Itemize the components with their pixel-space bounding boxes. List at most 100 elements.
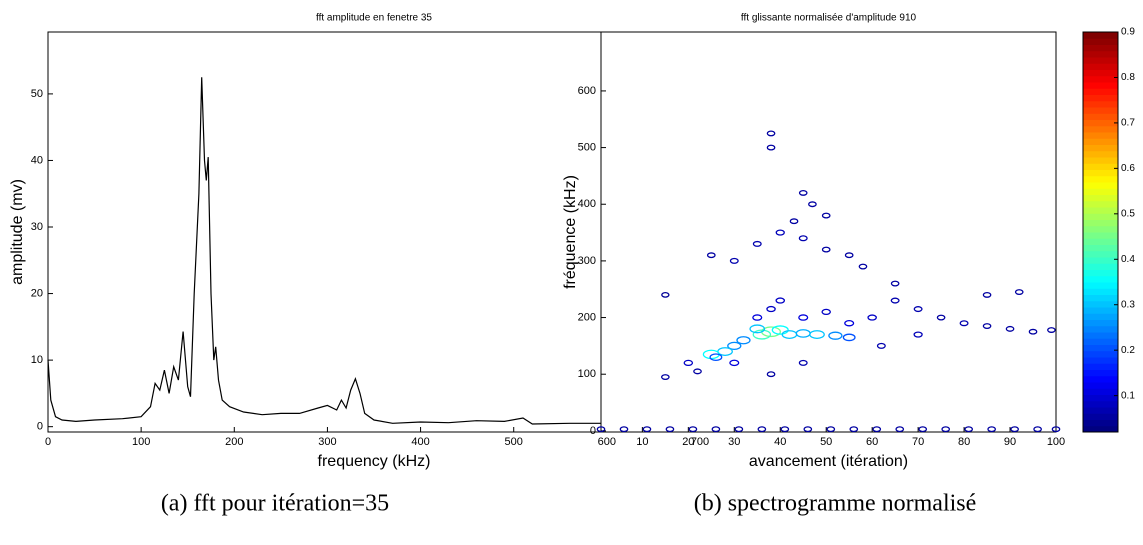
contour-blob (1010, 426, 1019, 433)
contour-blob (798, 235, 808, 242)
x-tick-label: 600 (598, 436, 616, 448)
contour-blob (775, 229, 785, 236)
x-tick-label: 30 (728, 436, 740, 448)
colorbar-step (1083, 94, 1118, 102)
contour-blob (821, 246, 831, 253)
colorbar-step (1083, 288, 1118, 295)
colorbar-step (1083, 313, 1118, 320)
contour-blob (766, 371, 776, 378)
contour-blob (913, 331, 923, 338)
colorbar-step (1083, 88, 1118, 95)
contour-blob (1028, 328, 1038, 335)
contour-blob (849, 426, 859, 433)
colorbar-step (1083, 257, 1118, 264)
colorbar-frame (1082, 31, 1119, 433)
contour-blob (821, 212, 831, 219)
colorbar-step (1083, 69, 1118, 77)
colorbar-step (1083, 282, 1118, 289)
contour-blob (1005, 325, 1015, 332)
contour-blob (982, 323, 992, 330)
contour-blob (661, 291, 670, 298)
y-tick-label: 200 (578, 311, 596, 323)
colorbar-tick-label: 0.2 (1121, 345, 1135, 356)
contour-blob (913, 306, 923, 313)
contour-blob (729, 257, 739, 264)
colorbar-step (1083, 344, 1118, 352)
colorbar-step (1083, 138, 1118, 145)
contour-blob (964, 426, 974, 433)
colorbar-step (1083, 225, 1118, 233)
plot-area (600, 31, 1057, 433)
colorbar-tick-label: 0.6 (1121, 163, 1135, 174)
x-tick-label: 100 (1047, 436, 1065, 448)
y-tick-label: 500 (578, 141, 596, 153)
x-tick-label: 200 (225, 436, 243, 448)
y-tick-label: 50 (31, 88, 43, 100)
contour-blob (749, 324, 766, 334)
colorbar-step (1083, 419, 1118, 427)
y-tick-label: 40 (31, 154, 43, 166)
colorbar-step (1083, 319, 1118, 327)
colorbar-step (1083, 375, 1118, 383)
colorbar-step (1083, 100, 1118, 108)
colorbar-step (1083, 144, 1118, 152)
colorbar-step (1083, 132, 1118, 139)
colorbar-step (1083, 238, 1118, 245)
colorbar-step (1083, 307, 1118, 314)
colorbar-step (1083, 175, 1118, 183)
colorbar-step (1083, 244, 1118, 252)
colorbar-step (1083, 250, 1118, 258)
contour-blob (821, 308, 831, 316)
y-tick-label: 600 (578, 85, 596, 97)
contour-blob (683, 359, 694, 367)
contour-blob (798, 189, 808, 196)
x-tick-label: 300 (318, 436, 336, 448)
x-tick-label: 40 (774, 436, 786, 448)
contour-blob (789, 218, 799, 225)
contour-blob (858, 263, 868, 270)
chart-title: fft amplitude en fenetre 35 (316, 13, 432, 24)
x-tick-label: 90 (1004, 436, 1016, 448)
contour-blob (987, 426, 997, 433)
contour-blob (693, 368, 702, 375)
contour-blob (596, 426, 606, 433)
contour-blob (828, 331, 843, 340)
colorbar-step (1083, 200, 1118, 208)
contour-blob (771, 325, 789, 335)
contour-blob (709, 353, 723, 362)
x-tick-label: 0 (45, 436, 51, 448)
colorbar-step (1083, 413, 1118, 420)
contour-blob (757, 426, 767, 433)
colorbar-step (1083, 350, 1118, 358)
contour-blob (711, 426, 721, 433)
y-tick-label: 0 (37, 421, 43, 433)
colorbar-step (1083, 182, 1118, 189)
contour-blob (826, 426, 836, 433)
contour-blob (642, 426, 652, 433)
colorbar-step (1083, 338, 1118, 345)
x-tick-label: 80 (958, 436, 970, 448)
contour-blob (734, 426, 744, 433)
y-tick-label: 20 (31, 287, 43, 299)
contour-blob (727, 341, 742, 351)
x-tick-label: 20 (682, 436, 694, 448)
colorbar-step (1083, 263, 1118, 270)
colorbar-step (1083, 207, 1118, 214)
contour-blob (729, 359, 740, 367)
colorbar-step (1083, 75, 1118, 83)
chart-title: fft glissante normalisée d'amplitude 910 (741, 13, 917, 24)
colorbar-tick-label: 0.4 (1121, 254, 1135, 265)
contour-blob (752, 240, 762, 247)
colorbar-step (1083, 275, 1118, 283)
colorbar-step (1083, 157, 1118, 164)
colorbar-step (1083, 400, 1118, 408)
x-tick-label: 10 (636, 436, 648, 448)
y-tick-label: 300 (578, 255, 596, 267)
colorbar-step (1083, 382, 1118, 389)
colorbar-step (1083, 269, 1118, 277)
contour-blob (766, 130, 776, 137)
y-tick-label: 400 (578, 198, 596, 210)
contour-blob (1047, 327, 1056, 333)
colorbar-tick-label: 0.8 (1121, 72, 1135, 83)
